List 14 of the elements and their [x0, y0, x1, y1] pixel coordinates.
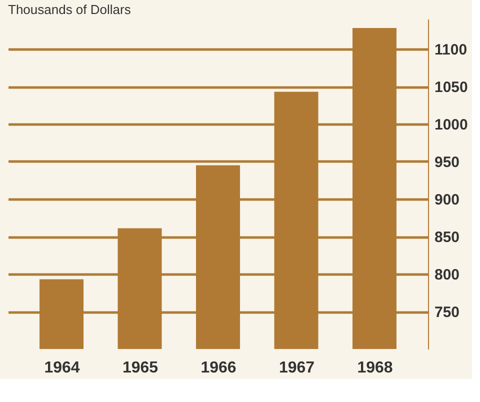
x-tick-label: 1966 [200, 360, 236, 376]
y-tick-label: 750 [434, 304, 460, 321]
y-tick-label: 950 [434, 154, 460, 171]
y-tick-label: 800 [434, 266, 460, 284]
x-tick-label: 1968 [357, 360, 393, 376]
y-axis-title: Thousands of Dollars [8, 2, 132, 17]
y-tick-label: 900 [434, 192, 460, 208]
x-tick-label: 1965 [122, 360, 158, 376]
y-tick-label: 1100 [434, 42, 468, 58]
x-tick-label: 1964 [44, 360, 80, 376]
y-tick-label: 1050 [434, 79, 468, 96]
y-tick-label: 1000 [434, 116, 468, 134]
y-tick-label: 850 [434, 229, 460, 246]
x-tick-label: 1967 [278, 360, 315, 376]
